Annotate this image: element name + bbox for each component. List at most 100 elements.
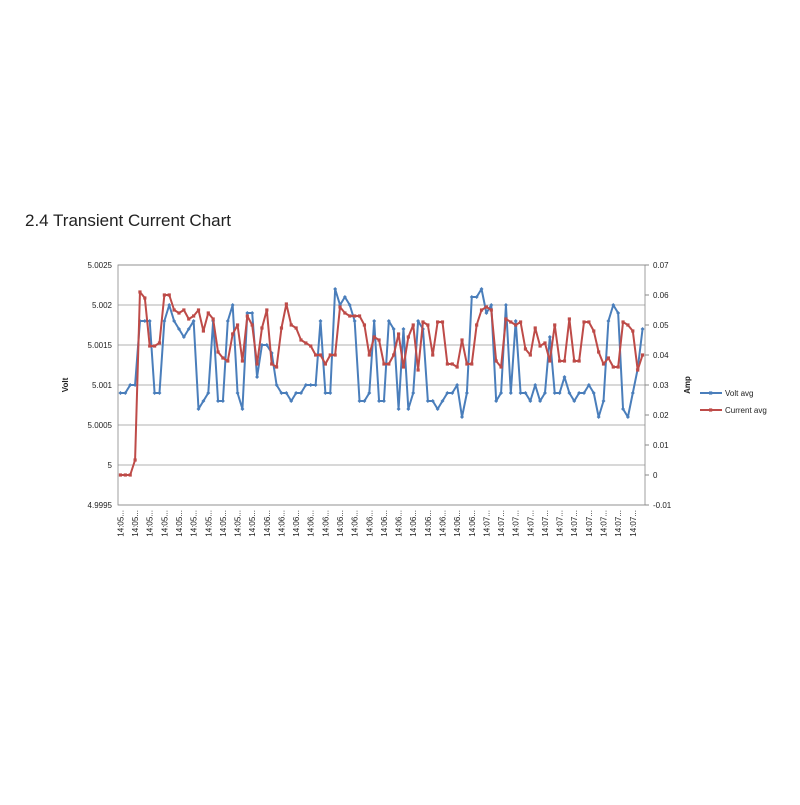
x-tick-label: 14:06... bbox=[321, 510, 330, 537]
point-marker bbox=[640, 327, 645, 331]
point-marker bbox=[616, 311, 621, 315]
point-marker bbox=[386, 319, 391, 323]
point-marker bbox=[514, 323, 518, 327]
x-tick-label: 14:06... bbox=[365, 510, 374, 537]
point-marker bbox=[133, 458, 137, 462]
point-marker bbox=[465, 362, 469, 366]
y2-tick-label: 0.05 bbox=[653, 321, 669, 330]
point-marker bbox=[240, 359, 245, 363]
point-marker bbox=[265, 308, 269, 312]
point-marker bbox=[191, 319, 196, 323]
legend-label: Current avg bbox=[725, 406, 767, 415]
x-tick-label: 14:07... bbox=[614, 510, 623, 537]
chart-title: 2.4 Transient Current Chart bbox=[25, 211, 231, 230]
x-tick-label: 14:06... bbox=[307, 510, 316, 537]
point-marker bbox=[392, 353, 396, 357]
point-marker bbox=[606, 319, 611, 323]
point-marker bbox=[167, 293, 171, 297]
y-axis-label: Volt bbox=[61, 377, 70, 392]
point-marker bbox=[582, 320, 586, 324]
point-marker bbox=[455, 365, 459, 369]
point-marker bbox=[440, 320, 445, 324]
point-marker bbox=[147, 319, 152, 323]
point-marker bbox=[547, 335, 552, 339]
point-marker bbox=[270, 362, 274, 366]
point-marker bbox=[562, 359, 567, 363]
y2-tick-label: 0.04 bbox=[653, 351, 669, 360]
y2-tick-label: 0.01 bbox=[653, 441, 669, 450]
point-marker bbox=[167, 303, 172, 307]
point-marker bbox=[138, 290, 142, 294]
point-marker bbox=[216, 350, 220, 354]
point-marker bbox=[176, 327, 181, 331]
point-marker bbox=[235, 323, 240, 327]
point-marker bbox=[504, 317, 508, 321]
point-marker bbox=[313, 383, 318, 387]
point-marker bbox=[314, 353, 318, 357]
point-marker bbox=[274, 365, 279, 369]
point-marker bbox=[411, 323, 415, 327]
point-marker bbox=[572, 359, 576, 363]
point-marker bbox=[148, 344, 152, 348]
point-marker bbox=[601, 362, 606, 366]
point-marker bbox=[235, 391, 240, 395]
point-marker bbox=[616, 365, 620, 369]
point-marker bbox=[201, 399, 206, 403]
point-marker bbox=[567, 317, 571, 321]
point-marker bbox=[196, 308, 201, 312]
x-tick-label: 14:06... bbox=[468, 510, 477, 537]
point-marker bbox=[245, 314, 249, 318]
point-marker bbox=[503, 303, 508, 307]
point-marker bbox=[435, 407, 440, 411]
point-marker bbox=[460, 415, 465, 419]
point-marker bbox=[396, 407, 401, 411]
x-tick-label: 14:07... bbox=[556, 510, 565, 537]
point-marker bbox=[318, 353, 323, 357]
point-marker bbox=[440, 399, 445, 403]
point-marker bbox=[597, 350, 601, 354]
point-marker bbox=[450, 391, 455, 395]
x-tick-label: 14:06... bbox=[453, 510, 462, 537]
point-marker bbox=[187, 317, 191, 321]
point-marker bbox=[318, 319, 323, 323]
point-marker bbox=[304, 341, 308, 345]
point-marker bbox=[401, 365, 406, 369]
point-marker bbox=[577, 391, 582, 395]
point-marker bbox=[406, 335, 410, 339]
point-marker bbox=[274, 383, 279, 387]
point-marker bbox=[523, 391, 528, 395]
x-tick-label: 14:07... bbox=[512, 510, 521, 537]
point-marker bbox=[172, 308, 176, 312]
point-marker bbox=[259, 343, 264, 347]
point-marker bbox=[621, 407, 626, 411]
y-tick-label: 4.9995 bbox=[88, 501, 113, 510]
point-marker bbox=[494, 359, 498, 363]
point-marker bbox=[211, 317, 215, 321]
y-tick-label: 5 bbox=[108, 461, 113, 470]
point-marker bbox=[631, 329, 635, 333]
plot-frame bbox=[117, 264, 646, 506]
point-marker bbox=[542, 391, 547, 395]
point-marker bbox=[357, 314, 362, 318]
point-marker bbox=[162, 293, 166, 297]
point-marker bbox=[494, 399, 499, 403]
x-tick-label: 14:07... bbox=[482, 510, 491, 537]
point-marker bbox=[128, 473, 132, 477]
point-marker bbox=[528, 399, 533, 403]
point-marker bbox=[372, 335, 376, 339]
point-marker bbox=[611, 303, 616, 307]
x-tick-label: 14:07... bbox=[600, 510, 609, 537]
point-marker bbox=[182, 308, 186, 312]
point-marker bbox=[591, 391, 596, 395]
point-marker bbox=[416, 368, 420, 372]
point-marker bbox=[636, 368, 640, 372]
point-marker bbox=[362, 323, 367, 327]
point-marker bbox=[518, 391, 523, 395]
x-tick-label: 14:05... bbox=[175, 510, 184, 537]
point-marker bbox=[352, 319, 357, 323]
point-marker bbox=[372, 319, 377, 323]
point-marker bbox=[416, 319, 421, 323]
point-marker bbox=[508, 391, 513, 395]
point-marker bbox=[382, 362, 386, 366]
